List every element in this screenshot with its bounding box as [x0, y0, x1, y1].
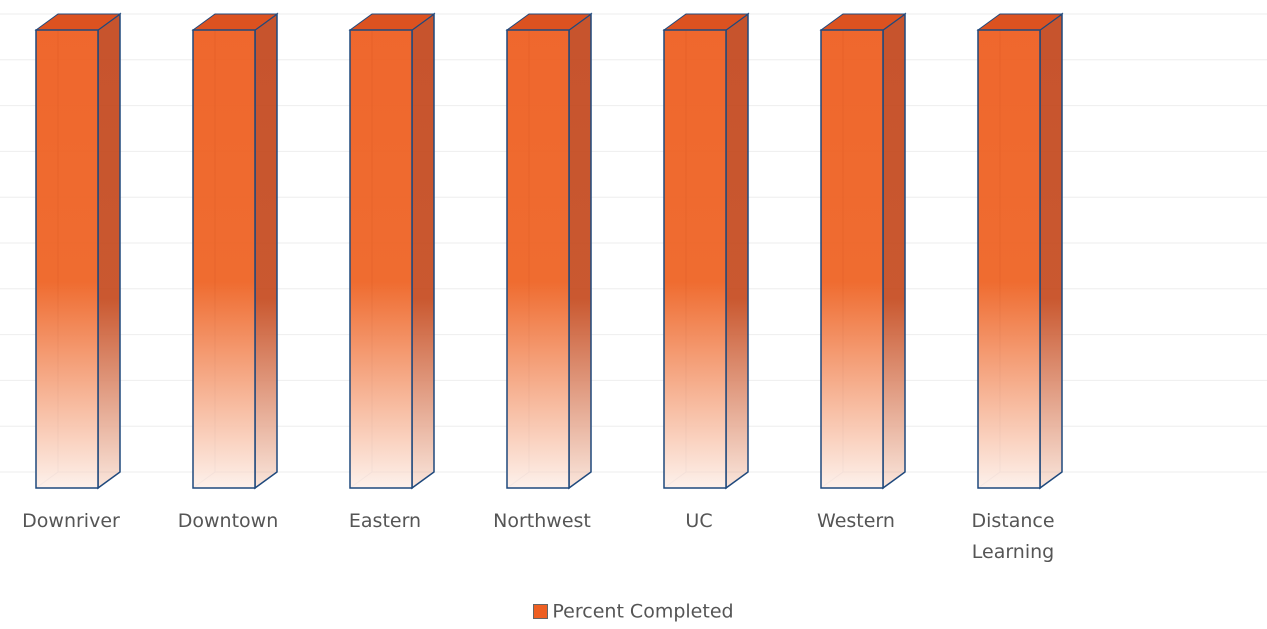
bar-western — [819, 12, 907, 490]
bar-uc — [662, 12, 750, 490]
legend-label: Percent Completed — [552, 600, 734, 623]
bar-distance-learning — [976, 12, 1064, 490]
category-label: Downriver — [22, 510, 120, 532]
bars — [34, 12, 1064, 490]
bar-chart: Downriver Downtown Eastern Northwest UC Weste… — [0, 12, 1267, 563]
legend: Percent Completed — [0, 600, 1267, 623]
category-label: Downtown — [178, 510, 279, 532]
bar-northwest — [505, 12, 593, 490]
category-label: UC — [685, 510, 712, 532]
bar-front-face — [820, 29, 884, 489]
bar-side-face — [97, 12, 121, 490]
bar-front-face — [35, 29, 99, 489]
category-labels: Downriver Downtown Eastern Northwest UC Weste… — [22, 510, 1054, 563]
category-label: Northwest — [493, 510, 591, 532]
bar-side-face — [411, 12, 435, 490]
category-label: Western — [817, 510, 895, 532]
bar-front-face — [192, 29, 256, 489]
bar-downriver — [34, 12, 122, 490]
legend-swatch — [533, 604, 549, 619]
category-label: Eastern — [349, 510, 421, 532]
bar-front-face — [506, 29, 570, 489]
bar-downtown — [191, 12, 279, 490]
bar-side-face — [1039, 12, 1063, 490]
bar-side-face — [882, 12, 906, 490]
bar-front-face — [349, 29, 413, 489]
bar-side-face — [568, 12, 592, 490]
bar-eastern — [348, 12, 436, 490]
bar-front-face — [977, 29, 1041, 489]
category-label: Distance Learning — [971, 510, 1054, 563]
bar-side-face — [725, 12, 749, 490]
gridlines — [0, 13, 1267, 473]
bar-side-face — [254, 12, 278, 490]
bar-front-face — [663, 29, 727, 489]
